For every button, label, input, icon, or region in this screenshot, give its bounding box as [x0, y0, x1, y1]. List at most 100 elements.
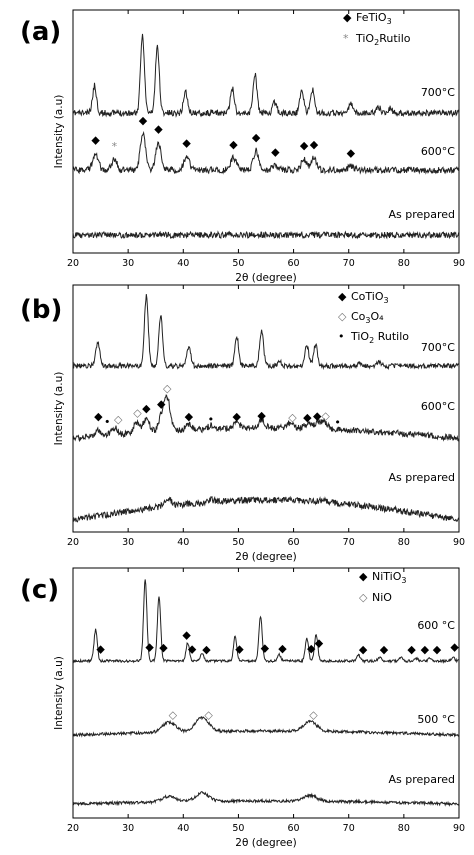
series-line-2	[72, 791, 460, 807]
legend-name: FeTiO	[356, 11, 387, 24]
phase-marker: ◆	[278, 642, 287, 655]
legend-text: NiTiO3	[372, 570, 406, 585]
phase-marker: ◆	[313, 409, 322, 422]
legend-name: TiO	[350, 330, 369, 343]
series-label: 700°C	[421, 341, 455, 354]
x-tick-label: 50	[232, 537, 244, 548]
x-tick-label: 60	[288, 537, 300, 548]
legend-tail: O₄	[371, 310, 385, 323]
x-tick-label: 90	[453, 823, 465, 834]
phase-marker: ◆	[421, 643, 430, 656]
x-tick-label: 40	[177, 258, 189, 269]
legend-subscript: 2	[374, 38, 379, 47]
phase-marker: ◆	[433, 643, 442, 656]
legend-name: Co	[351, 310, 366, 323]
phase-marker: ◆	[310, 138, 319, 151]
phase-marker: ◆	[154, 123, 163, 136]
phase-marker: ◆	[142, 402, 151, 415]
phase-marker: ◆	[233, 410, 242, 423]
phase-marker: ◆	[188, 642, 197, 655]
series-label: As prepared	[388, 208, 455, 221]
x-axis-label: 2θ (degree)	[235, 272, 296, 284]
phase-marker: ◆	[271, 146, 280, 159]
series-label: 600 °C	[417, 619, 455, 632]
phase-marker: ◆	[139, 114, 148, 127]
phase-marker: ◆	[261, 642, 270, 655]
legend-text: NiO	[372, 591, 392, 604]
x-axis-label: 2θ (degree)	[235, 551, 296, 563]
x-tick-label: 90	[453, 258, 465, 269]
legend-marker: ◆	[338, 290, 347, 303]
legend-marker: ◆	[359, 570, 368, 583]
series-line-1	[72, 716, 460, 738]
phase-marker: ◆	[96, 643, 105, 656]
phase-marker: ◇	[114, 413, 123, 426]
phase-marker: ◇	[204, 709, 213, 722]
series-line-0	[72, 33, 460, 118]
x-tick-label: 20	[67, 823, 79, 834]
legend-name: TiO	[355, 32, 374, 45]
panel-a: (a) 20 30 40 50 60 70 80 90 2θ (degree) Intensity …	[20, 9, 465, 284]
phase-marker: ◆	[407, 643, 416, 656]
legend-subscript: 3	[365, 316, 370, 325]
plot-frame	[72, 284, 460, 533]
legend-text: FeTiO3	[356, 11, 392, 26]
x-tick-label: 60	[288, 823, 300, 834]
series-label: 500 °C	[417, 713, 455, 726]
legend-text: Co3O₄	[351, 310, 384, 325]
x-tick-label: 30	[122, 537, 134, 548]
x-tick-label: 30	[122, 823, 134, 834]
phase-marker: ◆	[94, 410, 103, 423]
x-tick-label: 60	[288, 258, 300, 269]
series-line-1	[72, 394, 460, 443]
x-tick-label: 20	[67, 258, 79, 269]
phase-marker: ◆	[303, 411, 312, 424]
legend-marker: ◇	[338, 310, 347, 323]
phase-marker: ◇	[169, 709, 178, 722]
panel-b: (b) 20 30 40 50 60 70 80 90 2θ (degree) Intensity …	[20, 284, 465, 563]
legend-marker: •	[338, 330, 345, 343]
phase-marker: *	[112, 140, 118, 153]
series-line-0	[72, 294, 460, 371]
phase-marker: ◆	[202, 643, 211, 656]
x-tick-label: 20	[67, 537, 79, 548]
phase-marker: ◆	[347, 147, 356, 160]
legend-subscript: 3	[384, 296, 389, 305]
phase-marker: ◇	[133, 406, 142, 419]
phase-marker: ◆	[235, 642, 244, 655]
x-tick-label: 50	[232, 258, 244, 269]
series-label: As prepared	[388, 773, 455, 786]
phase-marker: ◆	[182, 629, 191, 642]
phase-marker: ◇	[163, 382, 172, 395]
legend-text: CoTiO3	[351, 290, 389, 305]
legend-marker: ◇	[359, 591, 368, 604]
y-axis-label: Intensity (a.u)	[53, 372, 65, 446]
x-tick-label: 80	[398, 258, 410, 269]
y-axis-label: Intensity (a.u)	[53, 656, 65, 730]
x-tick-label: 90	[453, 537, 465, 548]
phase-marker: ◇	[288, 411, 297, 424]
phase-marker: ◆	[91, 134, 100, 147]
phase-marker: ◆	[185, 410, 194, 423]
legend-tail: Rutilo	[379, 32, 411, 45]
phase-marker: ◆	[145, 641, 154, 654]
legend-subscript: 3	[387, 17, 392, 26]
x-axis-label: 2θ (degree)	[235, 837, 296, 849]
x-tick-label: 80	[398, 537, 410, 548]
x-tick-label: 40	[177, 537, 189, 548]
series-label: As prepared	[388, 471, 455, 484]
series-line-1	[72, 130, 460, 175]
phase-marker: ◆	[159, 641, 168, 654]
series-line-0	[72, 579, 459, 664]
series-label: 600°C	[421, 145, 455, 158]
phase-marker: ◇	[309, 708, 318, 721]
panel-c: (c) 20 30 40 50 60 70 80 90 2θ (degree) Intensity …	[20, 567, 465, 849]
legend-text: TiO2 Rutilo	[350, 330, 409, 345]
legend-marker: *	[343, 32, 349, 45]
phase-marker: ◆	[380, 643, 389, 656]
panel-label: (c)	[20, 575, 59, 605]
phase-marker: ◆	[315, 636, 324, 649]
x-tick-label: 70	[343, 537, 355, 548]
phase-marker: ◆	[229, 138, 238, 151]
phase-marker: ◆	[359, 643, 368, 656]
